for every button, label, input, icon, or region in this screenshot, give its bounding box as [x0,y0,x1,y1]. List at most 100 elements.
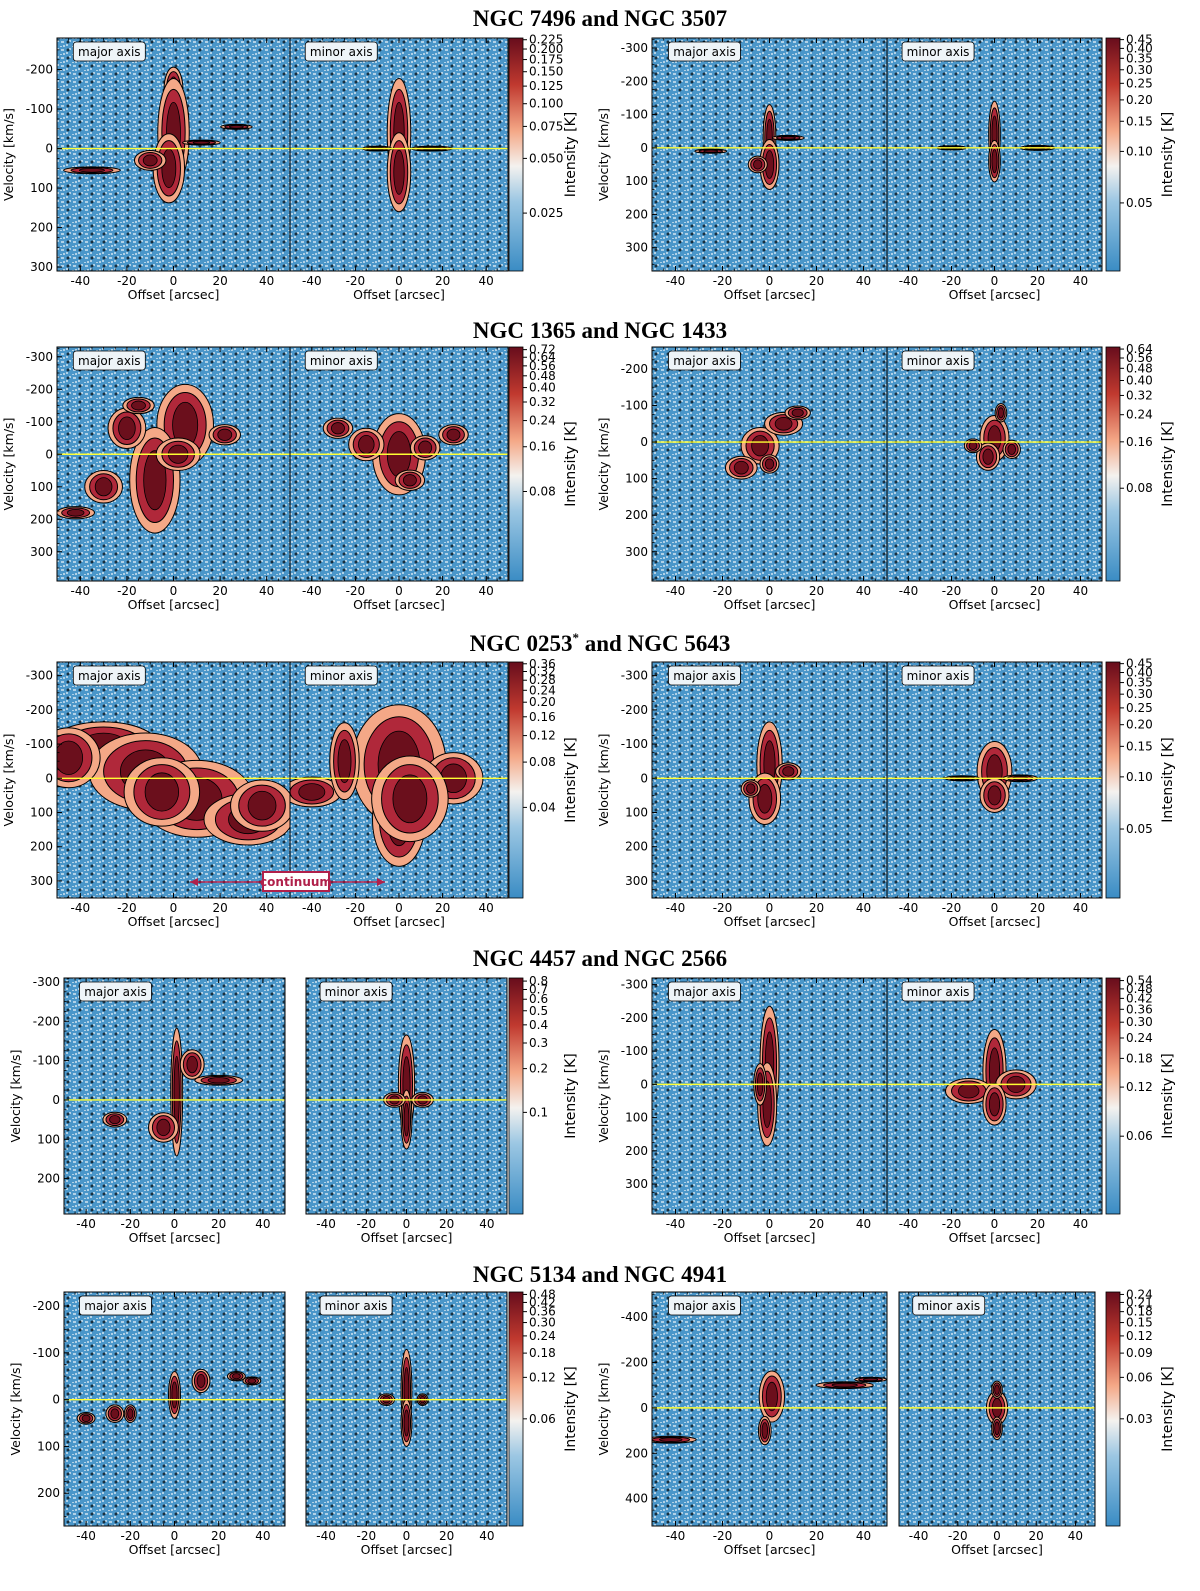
major-axis-tag: major axis [673,354,736,368]
y-tick-label: 100 [37,1132,60,1146]
y-tick-label: -100 [26,415,53,429]
x-tick-label: -20 [356,1217,376,1231]
x-tick-label: 20 [439,1529,454,1543]
row-title: NGC 7496 and NGC 3507 [473,6,727,31]
colorbar-tick-label: 0.18 [1126,1051,1153,1065]
emission-blob-core [982,448,994,465]
x-tick-label: 0 [403,1217,411,1231]
minor-axis-panel [887,38,1102,271]
colorbar-tick-label: 0.32 [529,664,556,678]
x-tick-label: 40 [255,1529,270,1543]
emission-blob-core [393,149,405,195]
y-axis-label: Velocity [km/s] [1,418,16,511]
x-tick-label: 0 [993,1529,1001,1543]
colorbar-tick-label: 0.05 [1126,196,1153,210]
colorbar-tick-label: 0.48 [1126,361,1153,375]
x-tick-label: 40 [479,901,494,915]
colorbar-tick-label: 0.2 [529,1062,548,1076]
x-tick-label: 20 [435,584,450,598]
major-axis-panel [57,38,290,271]
x-tick-label: -40 [302,901,322,915]
x-tick-label: -20 [713,1529,733,1543]
colorbar-tick-label: 0.32 [1126,388,1153,402]
colorbar [1105,977,1121,1215]
y-tick-label: -300 [33,975,60,989]
emission-blob-core [94,477,113,497]
emission-blob-core [703,149,719,153]
emission-blob-core [298,783,326,801]
colorbar-label: Intensity [K] [1160,112,1176,198]
y-tick-label: -100 [26,737,53,751]
x-tick-label: -20 [120,1217,140,1231]
major-axis-tag-box [668,41,741,62]
y-tick-label: 300 [30,545,53,559]
x-tick-label: 20 [809,274,824,288]
y-tick-label: 100 [625,805,648,819]
y-axis-label: Velocity [km/s] [596,418,611,511]
emission-blob-core [217,428,233,441]
x-tick-label: -40 [899,274,919,288]
y-tick-label: 200 [37,1486,60,1500]
colorbar-label: Intensity [K] [563,1366,579,1452]
emission-blob-core [968,441,978,450]
y-tick-label: 100 [625,174,648,188]
x-tick-label: 20 [1029,1529,1044,1543]
major-axis-tag: major axis [84,1299,147,1313]
x-tick-label: -20 [346,274,366,288]
emission-blob-core [171,1381,178,1409]
emission-blob-core [161,148,177,189]
x-tick-label: 0 [991,584,999,598]
x-tick-label: -20 [713,901,733,915]
x-tick-label: -20 [942,274,962,288]
x-tick-label: -40 [666,1529,686,1543]
minor-axis-tag-box [319,981,393,1002]
y-tick-label: 0 [52,1393,60,1407]
colorbar-tick-label: 0.72 [529,343,556,357]
x-tick-label: 40 [856,584,871,598]
colorbar-tick-label: 0.30 [529,1316,556,1330]
y-tick-label: 0 [640,771,648,785]
major-axis-tag-box [72,665,146,686]
colorbar-tick-label: 0.18 [1126,1305,1153,1319]
emission-blob-core [156,1118,171,1137]
major-axis-panel [652,978,887,1214]
x-tick-label: 40 [259,901,274,915]
x-tick-label: 0 [766,1217,774,1231]
colorbar-tick-label: 0.48 [1126,982,1153,996]
y-tick-label: 0 [45,447,53,461]
y-tick-label: 200 [625,508,648,522]
colorbar-tick-label: 0.30 [1126,1015,1153,1029]
emission-blob-core [863,1377,879,1382]
emission-blob-core [764,458,775,470]
continuum-arrowhead-right [377,878,385,886]
minor-axis-tag: minor axis [310,354,373,368]
x-tick-label: 40 [1068,1529,1083,1543]
colorbar-tick-label: 0.075 [529,119,563,133]
y-axis-label: Velocity [km/s] [596,734,611,827]
colorbar-label: Intensity [K] [563,737,579,823]
y-tick-label: 200 [625,1446,648,1460]
colorbar-tick-label: 0.20 [1126,718,1153,732]
minor-axis-tag: minor axis [907,985,970,999]
emission-blob-core [733,460,749,475]
colorbar-tick-label: 0.16 [1126,435,1153,449]
x-tick-label: -20 [346,901,366,915]
y-tick-label: 400 [625,1492,648,1506]
emission-blob-core [403,1409,410,1437]
x-axis-label: Offset [arcsec] [951,1542,1043,1557]
colorbar-tick-label: 0.15 [1126,1316,1153,1330]
y-tick-label: -100 [621,737,648,751]
minor-axis-tag: minor axis [310,45,373,59]
y-tick-label: -300 [621,41,648,55]
minor-axis-tag: minor axis [907,45,970,59]
colorbar-tick-label: 0.175 [529,53,563,67]
emission-blob-core [81,1414,91,1423]
emission-blob-core [757,784,773,814]
y-tick-label: 200 [625,840,648,854]
